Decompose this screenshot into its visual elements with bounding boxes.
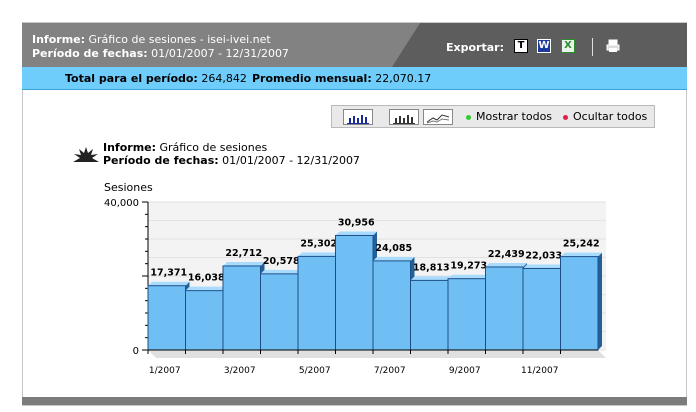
print-icon[interactable] — [606, 39, 620, 53]
hide-all-toggle[interactable]: Ocultar todos — [563, 110, 647, 123]
header-period-line: Período de fechas: 01/01/2007 - 12/31/20… — [32, 47, 289, 60]
header-period-label: Período de fechas: — [32, 47, 148, 60]
y-tick-label: 0 — [133, 346, 139, 357]
period-label: Período de fechas: — [103, 154, 219, 167]
bar-value-label: 18,813 — [413, 262, 450, 273]
header-report-label: Informe: — [32, 33, 86, 46]
totals-bar: Total para el período: 264,842 Promedio … — [22, 67, 687, 90]
hide-all-dot-icon — [563, 114, 568, 120]
report-label: Informe: — [103, 141, 157, 154]
bar-top — [373, 256, 415, 261]
bar-value-label: 19,273 — [450, 261, 487, 272]
header-period-value: 01/01/2007 - 12/31/2007 — [151, 47, 289, 60]
bar — [522, 267, 561, 351]
bar-value-label: 22,712 — [225, 248, 262, 259]
period-info-line: Período de fechas: 01/01/2007 - 12/31/20… — [103, 154, 360, 167]
show-all-toggle[interactable]: Mostrar todos — [466, 110, 552, 123]
average-label: Promedio mensual: — [252, 72, 372, 85]
bar-top — [298, 252, 340, 257]
bar-value-label: 20,578 — [263, 256, 300, 267]
bar-value-label: 25,302 — [300, 238, 337, 249]
bar — [260, 273, 299, 351]
bar-value-label: 22,439 — [488, 249, 525, 260]
bar — [560, 256, 599, 351]
period-value: 01/01/2007 - 12/31/2007 — [222, 154, 360, 167]
total-period: Total para el período: 264,842 — [65, 72, 247, 85]
show-all-label: Mostrar todos — [476, 110, 553, 123]
bar-top — [260, 269, 302, 274]
line-chart-button[interactable] — [423, 109, 453, 125]
header-report-line: Informe: Gráfico de sesiones - isei-ivei… — [32, 33, 271, 46]
header-title-area — [22, 23, 392, 67]
bar-top — [410, 276, 452, 281]
plot-floor — [148, 350, 606, 358]
bar — [372, 260, 411, 351]
bar-top — [223, 261, 265, 266]
x-tick-label: 11/2007 — [521, 366, 558, 376]
panel-bottom-bar — [22, 397, 687, 405]
bar — [185, 290, 224, 351]
bar-chart-3d-icon — [393, 115, 415, 124]
monthly-average: Promedio mensual: 22,070.17 — [252, 72, 431, 85]
bar-top — [335, 231, 377, 236]
bar — [147, 285, 186, 351]
report-value: Gráfico de sesiones — [159, 141, 268, 154]
y-tick-label: 40,000 — [104, 198, 139, 209]
x-tick-label: 7/2007 — [374, 366, 406, 376]
excel-icon[interactable]: X — [561, 39, 575, 53]
header-report-value: Gráfico de sesiones - isei-ivei.net — [88, 33, 271, 46]
report-starburst-icon — [73, 147, 99, 162]
chart-toolbar: Mostrar todos Ocultar todos — [331, 105, 655, 128]
bar-value-label: 17,371 — [150, 268, 187, 279]
bar — [485, 266, 524, 351]
bar-top — [185, 286, 227, 291]
bar-side — [598, 252, 602, 350]
hide-all-label: Ocultar todos — [573, 110, 648, 123]
report-header: Informe: Gráfico de sesiones - isei-ivei… — [22, 23, 687, 67]
bar-top — [560, 252, 602, 257]
bar-top — [448, 274, 490, 279]
text-icon[interactable]: T — [514, 39, 528, 53]
average-value: 22,070.17 — [375, 72, 432, 85]
bar-value-label: 30,956 — [338, 217, 375, 228]
bar-top — [148, 281, 190, 286]
line-chart-icon — [426, 114, 450, 124]
bar-value-label: 16,038 — [188, 273, 225, 284]
bar-value-label: 25,242 — [563, 239, 600, 250]
bar-top — [523, 264, 565, 269]
bar — [447, 278, 486, 351]
bar — [335, 234, 374, 351]
total-label: Total para el período: — [65, 72, 198, 85]
bar — [410, 279, 449, 351]
x-tick-label: 1/2007 — [149, 366, 181, 376]
export-separator — [592, 38, 593, 56]
report-info-line: Informe: Gráfico de sesiones — [103, 141, 267, 154]
show-all-dot-icon — [466, 114, 471, 120]
x-tick-label: 5/2007 — [299, 366, 331, 376]
bar-value-label: 24,085 — [375, 243, 412, 254]
bar-chart-icon — [347, 115, 369, 124]
bar — [222, 265, 261, 351]
bar-chart-3d-button[interactable] — [389, 109, 419, 125]
bar — [297, 255, 336, 351]
bar-value-label: 22,033 — [525, 250, 562, 261]
x-tick-label: 3/2007 — [224, 366, 256, 376]
bar-top — [485, 262, 527, 267]
bar-chart-button[interactable] — [343, 109, 373, 125]
y-axis-title: Sesiones — [104, 181, 153, 194]
export-label: Exportar: — [446, 41, 504, 54]
x-tick-label: 9/2007 — [449, 366, 481, 376]
word-icon[interactable]: W — [537, 39, 551, 53]
total-value: 264,842 — [201, 72, 247, 85]
